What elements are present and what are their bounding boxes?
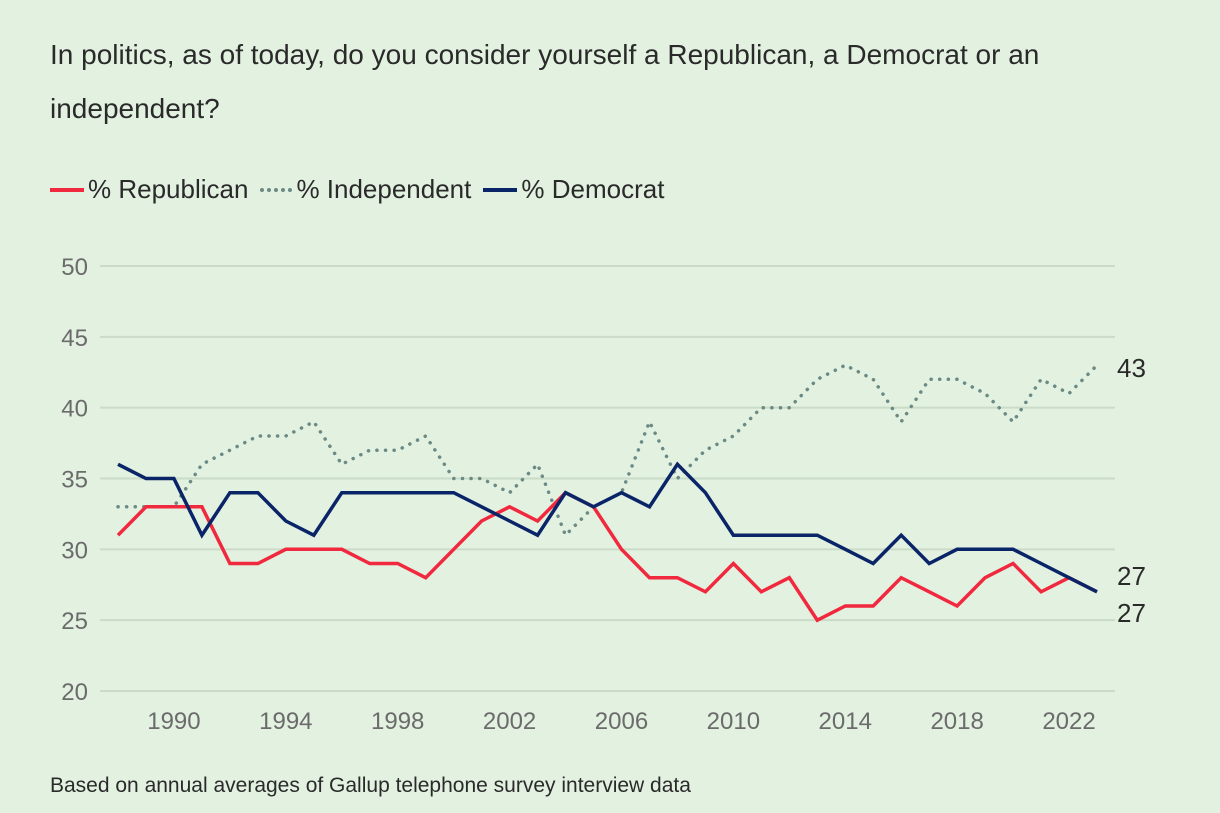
x-tick-label: 2014	[819, 708, 872, 735]
legend-swatch-democrat	[483, 187, 518, 192]
y-tick-label: 20	[61, 679, 88, 706]
x-tick-label: 1994	[259, 708, 312, 735]
y-tick-label: 45	[61, 325, 88, 352]
legend-item-democrat[interactable]: % Democrat	[483, 174, 664, 205]
legend-label-republican: % Republican	[88, 174, 249, 204]
y-tick-label: 30	[61, 537, 88, 564]
x-tick-label: 2002	[483, 708, 536, 735]
end-label-republican: 27	[1117, 598, 1146, 628]
series-line-independent[interactable]	[116, 363, 1099, 539]
legend-label-democrat: % Democrat	[521, 174, 665, 204]
chart-title: In politics, as of today, do you conside…	[50, 39, 1040, 124]
y-tick-label: 35	[61, 467, 88, 494]
legend-swatch-republican	[50, 187, 84, 192]
series-lines	[116, 363, 1099, 623]
legend-item-republican[interactable]: % Republican	[50, 174, 248, 205]
series-line-republican[interactable]	[116, 490, 1098, 623]
end-label-independent: 43	[1117, 353, 1146, 383]
gridlines	[100, 265, 1115, 692]
x-tick-label: 2010	[707, 708, 760, 735]
legend-item-independent[interactable]: % Independent	[260, 174, 471, 205]
x-tick-label: 2006	[595, 708, 648, 735]
series-line-democrat[interactable]	[117, 461, 1098, 594]
y-tick-label: 50	[61, 254, 88, 281]
y-tick-label: 40	[61, 396, 88, 423]
end-label-democrat: 27	[1117, 561, 1146, 591]
chart-footnote: Based on annual averages of Gallup telep…	[50, 774, 691, 797]
y-axis: 20 25 30 35 40 45 50	[61, 254, 88, 706]
x-tick-label: 2018	[930, 708, 983, 735]
legend-swatch-independent	[260, 187, 293, 192]
end-labels: 43 27 27	[1117, 353, 1146, 628]
x-tick-label: 2022	[1042, 708, 1095, 735]
y-tick-label: 25	[61, 608, 88, 635]
x-axis: 1990 1994 1998 2002 2006 2010 2014 2018 2022	[147, 708, 1095, 735]
x-tick-label: 1990	[147, 708, 200, 735]
chart-legend: % Republican % Independent % Democrat	[50, 174, 676, 205]
legend-label-independent: % Independent	[296, 174, 472, 204]
x-tick-label: 1998	[371, 708, 424, 735]
